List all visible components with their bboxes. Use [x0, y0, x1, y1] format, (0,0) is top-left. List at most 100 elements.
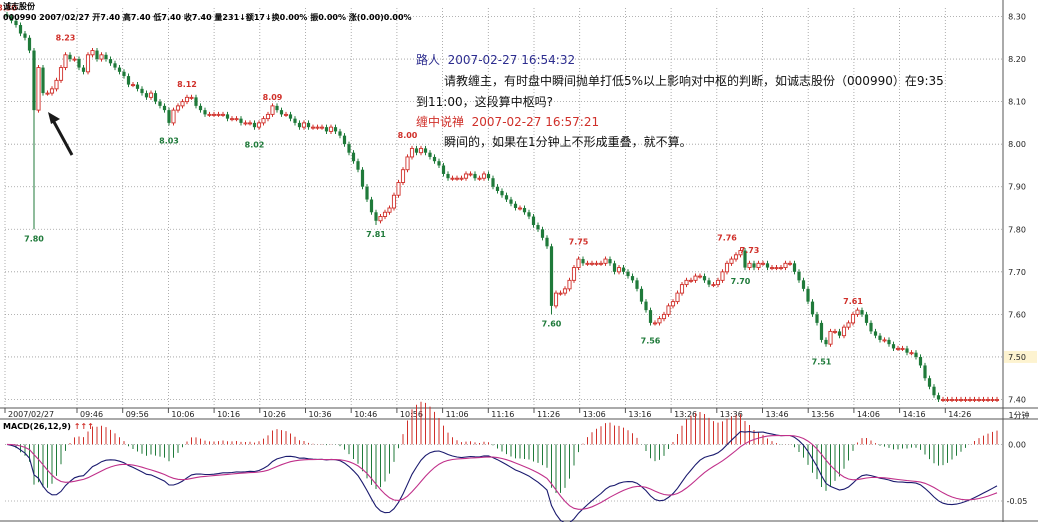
candlestick-series [5, 11, 1000, 403]
macd-panel: 0.00 -0.05 [5, 401, 1028, 522]
candle-body [374, 212, 378, 221]
candle-body [778, 267, 784, 270]
candle-body [324, 127, 329, 132]
comment-question-line2: 到11:00，这段算中枢吗? [416, 95, 553, 109]
price-extreme-label: 8.30 [0, 4, 17, 13]
candle-body [387, 207, 392, 213]
candle-body [702, 276, 707, 281]
candle-body [463, 173, 469, 179]
price-extreme-label: 7.81 [366, 230, 386, 239]
y-tick-label: 8.00 [1008, 140, 1026, 149]
candle-body [878, 335, 882, 340]
candle-body [715, 279, 721, 286]
candle-body [976, 399, 982, 401]
price-extreme-label: 7.75 [569, 238, 589, 247]
candle-body [900, 347, 905, 350]
comment-answer: 瞬间的，如果在1分钟上不形成重叠，就不算。 [444, 135, 692, 149]
candle-body [63, 54, 68, 69]
macd-tick-label: -0.05 [1007, 497, 1028, 506]
candle-body [531, 216, 536, 226]
candle-body [167, 110, 171, 123]
y-tick-label: 7.80 [1008, 225, 1026, 234]
candle-body [621, 267, 626, 272]
candle-body [130, 84, 136, 87]
x-tick-label: 11:26 [537, 410, 560, 419]
candle-body [5, 14, 9, 17]
candle-body [509, 199, 513, 204]
candle-body [639, 288, 644, 302]
candle-body [864, 314, 869, 323]
candle-body [301, 122, 307, 128]
candle-body [14, 20, 18, 26]
candle-body [729, 258, 734, 264]
candle-body [495, 186, 500, 191]
candle-body [981, 399, 986, 401]
candle-body [247, 122, 253, 125]
price-labels: 8.30 8.23 7.80 8.12 8.03 8.09 8.02 8.00 7.81 7.75… [0, 4, 863, 367]
candle-body [626, 271, 630, 277]
x-tick-label: 10:46 [354, 410, 377, 419]
candle-body [882, 339, 887, 342]
x-tick-label: 10:36 [309, 410, 332, 419]
candle-body [923, 365, 927, 379]
comment-author-line: 缠中说禅 2007-02-27 16:57:21 [416, 113, 599, 130]
y-tick-label: 7.40 [1008, 395, 1026, 404]
candle-body [688, 279, 694, 282]
candle-body [293, 118, 297, 123]
x-tick-label: 13:26 [674, 410, 697, 419]
candle-body [684, 279, 689, 286]
candle-body [760, 262, 766, 265]
candle-body [405, 156, 410, 171]
price-extreme-label: 7.80 [24, 234, 44, 243]
candle-body [23, 33, 27, 38]
price-extreme-label: 7.70 [731, 277, 751, 286]
candle-body [932, 386, 936, 396]
candle-body [184, 96, 190, 103]
candle-body [400, 169, 406, 183]
candle-body [180, 101, 185, 107]
price-extreme-label: 7.61 [843, 297, 863, 306]
y-tick-label: 8.10 [1008, 98, 1026, 107]
candle-body [77, 59, 81, 68]
candle-body [985, 399, 991, 401]
candle-body [576, 258, 581, 269]
candle-body [491, 178, 495, 187]
candle-body [522, 208, 527, 213]
x-tick-label: 10:16 [217, 410, 240, 419]
candle-body [144, 93, 149, 98]
candle-body [787, 262, 793, 265]
candle-body [810, 301, 815, 315]
candle-body [333, 127, 338, 132]
candle-body [936, 395, 941, 400]
candle-body [347, 144, 351, 153]
period-label: 1分钟 [1008, 410, 1029, 420]
candle-body [608, 259, 612, 264]
candle-body [409, 147, 415, 158]
candle-body [752, 263, 756, 268]
candle-body [558, 292, 563, 295]
x-tick-label: 10:26 [263, 410, 286, 419]
candle-body [117, 67, 122, 72]
candle-body [635, 280, 639, 289]
x-tick-label: 13:46 [766, 410, 789, 419]
candle-body [396, 182, 401, 196]
candle-body [58, 67, 64, 81]
x-tick-label: 10:06 [171, 410, 194, 419]
candle-body [756, 262, 761, 269]
candle-body [594, 262, 599, 265]
candle-body [603, 258, 608, 264]
candle-body [328, 126, 334, 132]
candle-body [661, 313, 667, 320]
x-tick-label: 2007/02/27 [8, 410, 54, 419]
candle-body [769, 267, 775, 270]
candle-body [306, 122, 311, 128]
candle-body [918, 356, 923, 366]
x-tick-label: 09:56 [126, 410, 149, 419]
price-extreme-label: 7.60 [542, 319, 562, 328]
candle-body [216, 113, 221, 116]
x-tick-label: 10:56 [400, 410, 423, 419]
macd-dif-line [6, 431, 998, 522]
candle-body [486, 173, 491, 179]
candle-body [850, 313, 856, 324]
candle-body [378, 216, 383, 222]
